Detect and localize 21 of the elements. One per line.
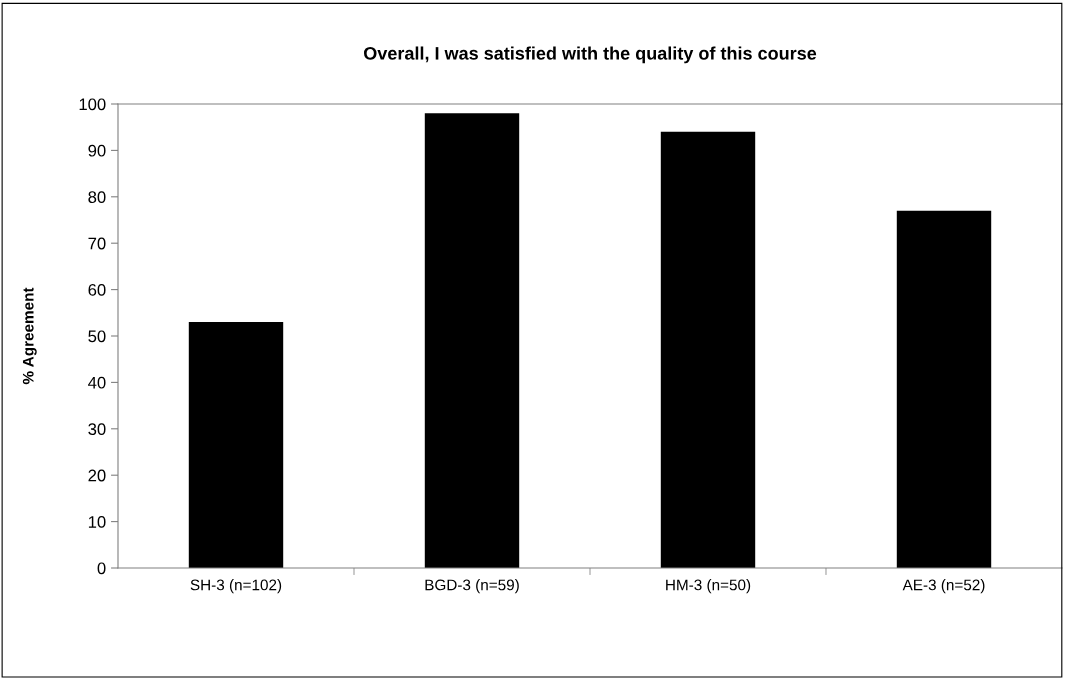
y-tick-label: 40 bbox=[88, 376, 106, 389]
y-tick-label: 60 bbox=[88, 284, 106, 296]
y-tick-label: 80 bbox=[88, 191, 106, 203]
bar bbox=[660, 131, 756, 568]
bar bbox=[188, 322, 284, 568]
y-tick-label: 70 bbox=[88, 237, 106, 250]
y-tick-label: 100 bbox=[79, 98, 106, 111]
y-tick-label: 90 bbox=[88, 144, 106, 157]
bar bbox=[424, 113, 520, 568]
chart-title: Overall, I was satisfied with the quality of this course bbox=[364, 46, 817, 64]
y-tick-label: 50 bbox=[88, 330, 106, 343]
y-axis-title: % Agreement bbox=[22, 287, 37, 385]
x-tick-label: BGD-3 (n=59) bbox=[425, 579, 519, 594]
x-tick-label: AE-3 (n=52) bbox=[902, 579, 985, 594]
bar bbox=[896, 210, 992, 568]
y-tick-label: 30 bbox=[88, 423, 106, 435]
x-tick-label: HM-3 (n=50) bbox=[666, 579, 751, 594]
x-tick-label: SH-3 (n=102) bbox=[190, 579, 282, 594]
y-tick-label: 0 bbox=[97, 562, 106, 575]
y-tick-label: 10 bbox=[88, 516, 106, 528]
y-tick-label: 20 bbox=[88, 469, 106, 482]
